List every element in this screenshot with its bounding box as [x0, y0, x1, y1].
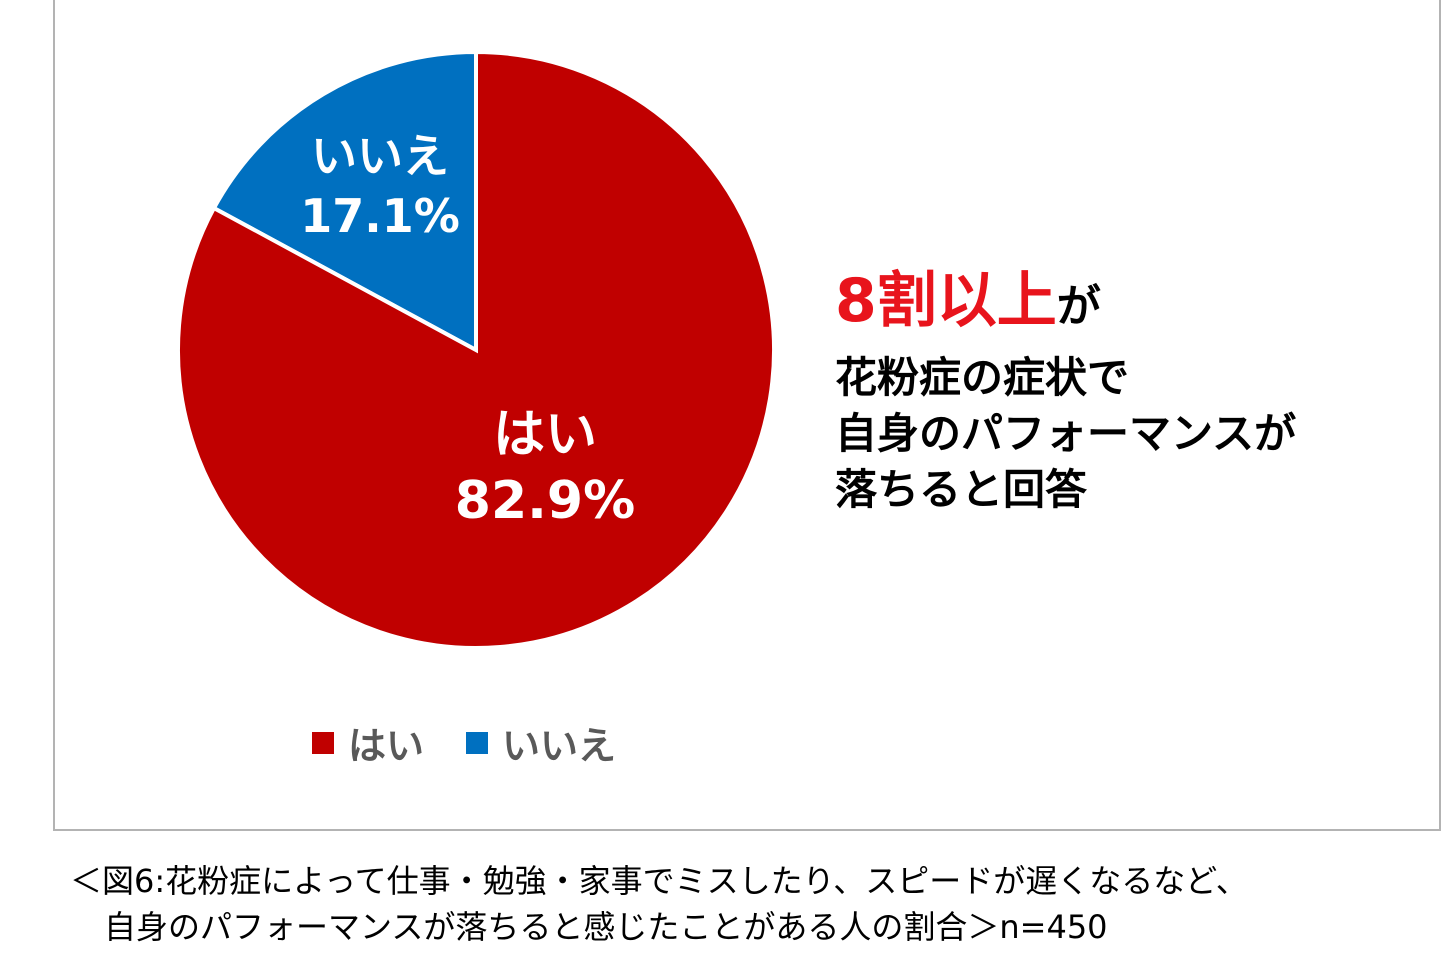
pie-slice-iie: [211, 49, 478, 354]
slice-category-label-hai: はい: [493, 405, 597, 465]
headline: 8割以上が 花粉症の症状で 自身のパフォーマンスが 落ちると回答: [835, 258, 1296, 518]
figure-caption: ＜図6:花粉症によって仕事・勉強・家事でミスしたり、スピードが遅くなるなど、 自…: [70, 858, 1248, 950]
caption-line2: 自身のパフォーマンスが落ちると感じたことがある人の割合＞n=450: [104, 908, 1108, 946]
headline-line1: 8割以上が: [835, 258, 1296, 350]
headline-line4: 落ちると回答: [835, 465, 1088, 514]
legend-item-hai: はい: [312, 715, 424, 770]
headline-highlight: 8割以上: [835, 266, 1057, 336]
legend-label-iie: いいえ: [502, 724, 617, 768]
legend-swatch-iie: [466, 731, 489, 754]
chart-frame: [53, 0, 1441, 831]
legend-swatch-hai: [312, 731, 334, 754]
slice-category-label-iie: いいえ: [311, 129, 449, 183]
caption-line1: ＜図6:花粉症によって仕事・勉強・家事でミスしたり、スピードが遅くなるなど、: [70, 862, 1248, 900]
slice-value-label-iie: 17.1%: [300, 189, 460, 243]
legend-item-iie: いいえ: [466, 715, 616, 770]
slice-value-label-hai: 82.9%: [455, 471, 635, 531]
legend: はい いいえ: [312, 715, 658, 770]
legend-label-hai: はい: [348, 724, 425, 768]
pie-slice-hai: [176, 49, 776, 650]
headline-line3: 自身のパフォーマンスが: [835, 409, 1297, 458]
headline-rest: が: [1056, 281, 1101, 332]
headline-line2: 花粉症の症状で: [835, 353, 1130, 402]
